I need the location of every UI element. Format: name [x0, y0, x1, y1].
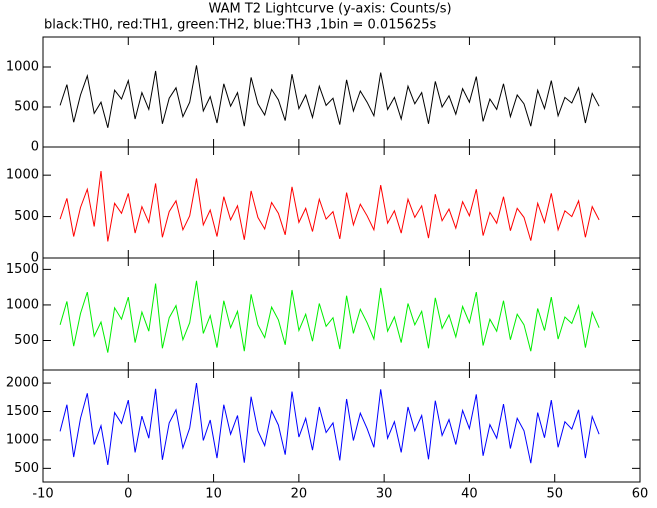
- lightcurve: [59, 65, 600, 128]
- x-tick-label: 50: [546, 487, 563, 502]
- y-tick-label: 500: [14, 209, 39, 224]
- y-tick-label: 1000: [6, 432, 39, 447]
- y-tick-label: 500: [14, 461, 39, 476]
- y-tick-label: 1000: [6, 60, 39, 75]
- x-tick-label: -10: [32, 487, 53, 502]
- panel-frame: [42, 146, 641, 259]
- panel-frame: [42, 369, 641, 483]
- y-tick-label: 1000: [6, 297, 39, 312]
- lightcurve: [59, 383, 600, 465]
- y-tick-label: 500: [14, 100, 39, 115]
- y-tick-label: 1500: [6, 404, 39, 419]
- x-tick-label: 40: [461, 487, 478, 502]
- y-tick-label: 1500: [6, 262, 39, 277]
- panel-frame: [42, 257, 641, 371]
- y-tick-label: 0: [31, 251, 39, 266]
- y-tick-label: 500: [14, 333, 39, 348]
- x-tick-label: 30: [376, 487, 393, 502]
- y-tick-label: 2000: [6, 376, 39, 391]
- y-tick-label: 1000: [6, 168, 39, 183]
- x-tick-label: 0: [124, 487, 132, 502]
- lightcurve: [59, 170, 600, 242]
- lightcurve: [59, 280, 600, 353]
- x-tick-label: 60: [632, 487, 649, 502]
- x-tick-label: 10: [205, 487, 222, 502]
- chart-title: WAM T2 Lightcurve (y-axis: Counts/s): [208, 2, 451, 17]
- panel-frame: [42, 36, 641, 148]
- chart-subtitle: black:TH0, red:TH1, green:TH2, blue:TH3 …: [44, 18, 437, 33]
- y-tick-label: 0: [31, 140, 39, 155]
- x-tick-label: 20: [291, 487, 308, 502]
